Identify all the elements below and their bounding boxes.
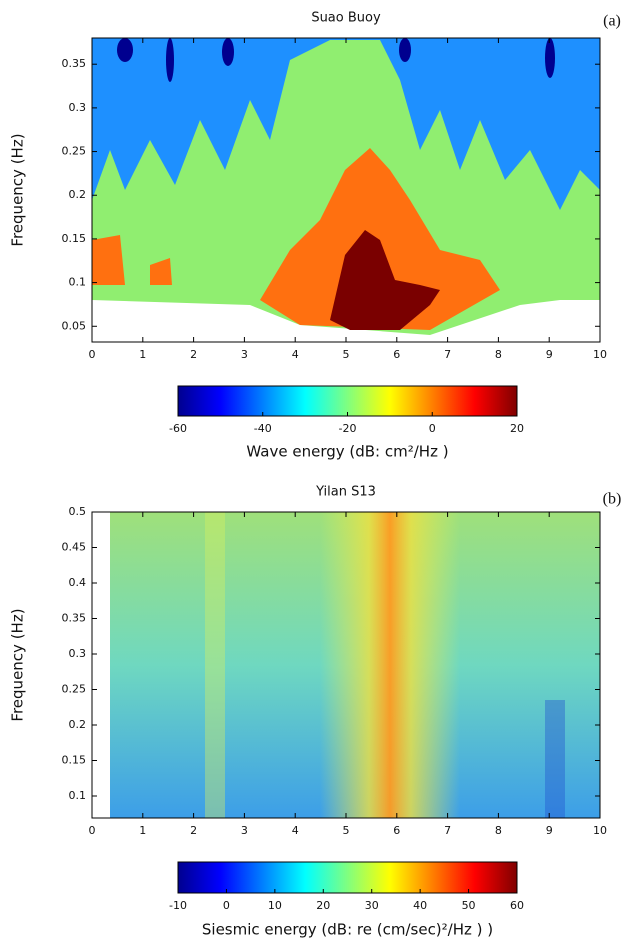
y-tick-label: 0.5	[69, 505, 87, 518]
x-tick-label: 1	[139, 348, 146, 361]
chart-title: Suao Buoy	[311, 11, 381, 26]
x-tick-label: 2	[190, 348, 197, 361]
colorbar-tick-label: 20	[510, 422, 524, 435]
y-tick-label: 0.25	[62, 682, 87, 695]
colorbar-tick-label: 30	[365, 899, 379, 912]
y-tick-label: 0.25	[62, 145, 87, 158]
y-tick-label: 0.2	[69, 718, 87, 731]
x-tick-label: 4	[292, 348, 299, 361]
panel-label: (a)	[603, 13, 621, 30]
x-tick-label: 6	[393, 348, 400, 361]
x-tick-label: 10	[593, 824, 607, 837]
spectrogram-b	[110, 512, 600, 818]
spectrogram-a	[92, 38, 600, 335]
y-tick-label: 0.35	[62, 57, 87, 70]
colorbar-frame	[177, 861, 518, 894]
colorbar-a	[178, 386, 517, 416]
x-tick-label: 6	[393, 824, 400, 837]
x-tick-label: 2	[190, 824, 197, 837]
y-tick-label: 0.3	[69, 647, 87, 660]
y-tick-label: 0.1	[69, 789, 87, 802]
x-tick-label: 5	[343, 348, 350, 361]
x-tick-label: 1	[139, 824, 146, 837]
colorbar-tick-label: -60	[169, 422, 187, 435]
colorbar-tick-label: -20	[339, 422, 357, 435]
y-tick-label: 0.1	[69, 276, 87, 289]
y-axis-label: Frequency (Hz)	[9, 133, 27, 246]
x-tick-label: 0	[89, 348, 96, 361]
colorbar-tick-label: 0	[223, 899, 230, 912]
colorbar-tick-label: 20	[316, 899, 330, 912]
colorbar-tick-label: 40	[413, 899, 427, 912]
colorbar-tick-label: -40	[254, 422, 272, 435]
y-tick-label: 0.35	[62, 611, 87, 624]
x-tick-label: 0	[89, 824, 96, 837]
x-tick-label: 7	[444, 348, 451, 361]
x-tick-label: 9	[546, 348, 553, 361]
x-tick-label: 7	[444, 824, 451, 837]
y-tick-label: 0.05	[62, 319, 87, 332]
colorbar-tick-label: 10	[268, 899, 282, 912]
chart-title: Yilan S13	[315, 485, 376, 500]
y-tick-label: 0.15	[62, 753, 87, 766]
x-tick-label: 3	[241, 824, 248, 837]
panel-label: (b)	[603, 491, 622, 508]
colorbar-b	[178, 862, 517, 893]
y-tick-label: 0.2	[69, 188, 87, 201]
x-tick-label: 4	[292, 824, 299, 837]
colorbar-tick-label: 0	[429, 422, 436, 435]
x-tick-label: 9	[546, 824, 553, 837]
colorbar-label: Siesmic energy (dB: re (cm/sec)²/Hz ) )	[202, 921, 493, 939]
x-tick-label: 3	[241, 348, 248, 361]
y-tick-label: 0.15	[62, 232, 87, 245]
y-tick-label: 0.3	[69, 101, 87, 114]
y-tick-label: 0.45	[62, 540, 87, 553]
y-tick-label: 0.4	[69, 576, 87, 589]
x-tick-label: 10	[593, 348, 607, 361]
y-axis-label: Frequency (Hz)	[9, 608, 27, 721]
x-tick-label: 8	[495, 824, 502, 837]
colorbar-label: Wave energy (dB: cm²/Hz )	[246, 443, 448, 461]
colorbar-tick-label: -10	[169, 899, 187, 912]
x-tick-label: 8	[495, 348, 502, 361]
colorbar-tick-label: 60	[510, 899, 524, 912]
x-tick-label: 5	[343, 824, 350, 837]
colorbar-tick-label: 50	[462, 899, 476, 912]
